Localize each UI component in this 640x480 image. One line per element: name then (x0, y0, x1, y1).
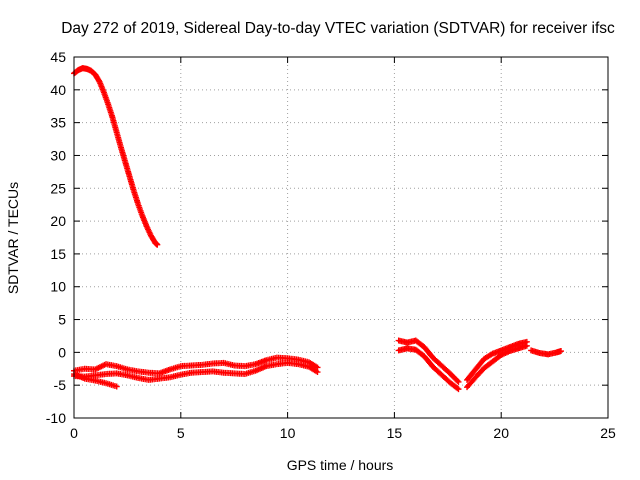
y-tick-label: 35 (50, 115, 66, 131)
x-tick-label: 5 (177, 425, 185, 441)
data-point (455, 386, 462, 393)
x-tick-label: 25 (600, 425, 616, 441)
plot-frame (73, 56, 609, 419)
series-late-arc-c (464, 342, 530, 391)
chart-title: Day 272 of 2019, Sidereal Day-to-day VTE… (61, 20, 615, 37)
y-tick-label: 25 (50, 180, 66, 196)
data-point (454, 377, 461, 384)
y-tick-label: 45 (50, 49, 66, 65)
series-late-arc-a (395, 337, 462, 385)
gridlines (74, 57, 608, 418)
y-tick-label: 20 (50, 213, 66, 229)
data-point (558, 348, 565, 355)
data-point (113, 383, 120, 390)
series-band-lower (71, 359, 321, 383)
y-tick-label: -5 (54, 377, 67, 393)
x-axis-label: GPS time / hours (287, 457, 394, 473)
x-tick-label: 20 (493, 425, 509, 441)
data-points (71, 65, 565, 393)
x-tick-label: 0 (70, 425, 78, 441)
data-point (523, 338, 530, 345)
series-high-arc (71, 65, 161, 248)
x-tick-label: 10 (280, 425, 296, 441)
tick-marks: 0 5 10 15 20 25 -10 -5 0 5 10 15 20 25 30 35 40 45 (46, 49, 616, 441)
series-late-arc-e (528, 347, 565, 358)
series-late-arc-d (464, 338, 530, 383)
data-point (454, 385, 461, 392)
data-point (154, 241, 161, 248)
data-point (314, 369, 321, 376)
y-tick-label: 10 (50, 279, 66, 295)
series-band-upper (71, 354, 321, 377)
data-point (455, 378, 462, 385)
series-late-arc-b (395, 345, 462, 393)
y-tick-label: 15 (50, 246, 66, 262)
y-tick-label: 40 (50, 82, 66, 98)
x-tick-label: 15 (387, 425, 403, 441)
series-low-tail (71, 371, 120, 390)
y-tick-label: 0 (58, 344, 66, 360)
y-axis-label: SDTVAR / TECUs (5, 182, 21, 294)
y-tick-label: -10 (46, 410, 66, 426)
y-tick-label: 5 (58, 312, 66, 328)
y-tick-label: 30 (50, 147, 66, 163)
